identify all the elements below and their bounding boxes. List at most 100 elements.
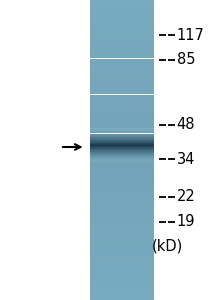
Bar [90,27,154,28]
Bar [90,266,154,267]
Bar [90,32,154,33]
Bar [90,102,154,103]
Bar [90,33,154,34]
Bar [90,18,154,19]
Bar [90,238,154,239]
Bar [90,223,154,224]
Bar [90,220,154,221]
Bar [90,130,154,131]
Bar [90,55,154,56]
Bar [90,158,154,159]
Bar [90,17,154,18]
Bar [90,136,154,137]
Bar [90,183,154,184]
Bar [90,240,154,241]
Bar [90,147,154,148]
Bar [90,292,154,293]
Bar [90,232,154,233]
Bar [90,58,154,59]
Bar [90,166,154,167]
Bar [90,226,154,227]
Bar [90,63,154,64]
Bar [90,67,154,68]
Bar [90,3,154,4]
Bar [90,214,154,215]
Bar [90,228,154,229]
Bar [90,71,154,72]
Bar [90,104,154,105]
Bar [90,170,154,171]
Bar [90,141,154,142]
Bar [90,103,154,104]
Bar [90,100,154,101]
Bar [90,54,154,55]
Bar [90,47,154,48]
Bar [90,40,154,41]
Bar [90,231,154,232]
Bar [90,241,154,242]
Bar [90,56,154,57]
Bar [90,145,154,146]
Bar [90,196,154,197]
Bar [90,116,154,117]
Bar [90,251,154,252]
Bar [90,211,154,212]
Bar [90,97,154,98]
Bar [90,219,154,220]
Bar [90,285,154,286]
Bar [90,299,154,300]
Bar [90,267,154,268]
Bar [90,237,154,238]
Bar [90,197,154,198]
Bar [90,174,154,175]
Bar [90,188,154,189]
Bar [90,131,154,132]
Bar [90,245,154,246]
Bar [90,279,154,280]
Bar [90,290,154,291]
Bar [90,164,154,165]
Bar [90,28,154,29]
Bar [90,112,154,113]
Bar [90,60,154,61]
Bar [90,272,154,273]
Bar [90,13,154,14]
Text: 85: 85 [177,52,195,68]
Bar [90,263,154,264]
Bar [90,242,154,243]
Bar [90,204,154,205]
Bar [90,291,154,292]
Bar [90,280,154,281]
Bar [90,186,154,187]
Bar [90,69,154,70]
Text: 48: 48 [177,117,195,132]
Bar [90,126,154,127]
Bar [90,123,154,124]
Bar [90,199,154,200]
Bar [90,0,154,1]
Bar [90,20,154,21]
Bar [90,235,154,236]
Bar [90,129,154,130]
Bar [90,35,154,36]
Bar [90,273,154,274]
Bar [90,276,154,277]
Bar [90,31,154,32]
Bar [90,180,154,181]
Bar [90,14,154,15]
Bar [90,171,154,172]
Bar [90,209,154,210]
Bar [90,96,154,97]
Bar [90,282,154,283]
Bar [90,88,154,89]
Bar [90,142,154,143]
Bar [90,30,154,31]
Bar [90,125,154,126]
Bar [90,21,154,22]
Bar [90,287,154,288]
Bar [90,175,154,176]
Bar [90,79,154,80]
Bar [90,243,154,244]
Bar [90,192,154,193]
Bar [90,215,154,216]
